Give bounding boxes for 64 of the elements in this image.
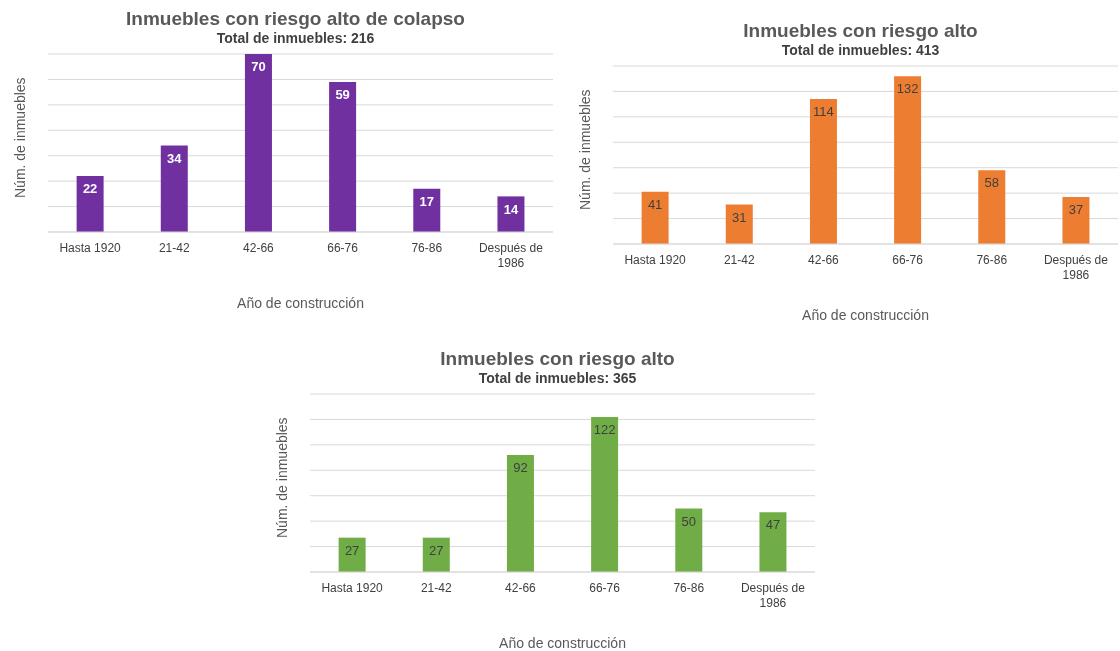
data-label: 14 bbox=[503, 201, 519, 217]
bar bbox=[978, 170, 1006, 244]
y-axis-title: Núm. de inmuebles bbox=[576, 89, 593, 210]
bar bbox=[675, 508, 703, 572]
x-tick-label: Después de 1986 bbox=[478, 241, 544, 270]
y-axis-title: Núm. de inmuebles bbox=[11, 77, 28, 198]
data-label: 27 bbox=[344, 542, 360, 558]
chart-subtitle: Total de inmuebles: 413 bbox=[780, 42, 941, 58]
x-axis-title: Año de construcción bbox=[802, 307, 929, 323]
data-label: 122 bbox=[593, 422, 616, 438]
x-tick-label: 76-86 bbox=[976, 253, 1008, 267]
data-label: 58 bbox=[984, 175, 1000, 191]
x-tick-label: 21-42 bbox=[723, 253, 755, 267]
data-label: 50 bbox=[681, 513, 697, 529]
chart-subtitle: Total de inmuebles: 365 bbox=[477, 370, 638, 386]
data-label: 59 bbox=[335, 87, 350, 103]
x-tick-label: 76-86 bbox=[673, 581, 705, 595]
chart-subtitle: Total de inmuebles: 216 bbox=[215, 30, 376, 46]
bar bbox=[725, 204, 753, 244]
x-tick-label: 21-42 bbox=[158, 241, 190, 255]
bar bbox=[641, 191, 669, 244]
bar bbox=[76, 176, 104, 232]
bar bbox=[506, 455, 534, 572]
x-tick-label: 42-66 bbox=[505, 581, 537, 595]
data-label: 47 bbox=[765, 517, 781, 533]
bar bbox=[244, 54, 272, 232]
data-label: 22 bbox=[82, 181, 98, 197]
bar bbox=[329, 81, 357, 232]
data-label: 34 bbox=[167, 150, 183, 166]
chart-title: Inmuebles con riesgo alto bbox=[439, 348, 676, 370]
bar bbox=[1062, 196, 1090, 244]
bar bbox=[160, 145, 188, 232]
bar bbox=[591, 416, 619, 572]
data-label: 27 bbox=[429, 542, 444, 558]
x-tick-label: Después de 1986 bbox=[1043, 253, 1109, 282]
chart-title: Inmuebles con riesgo alto bbox=[742, 20, 979, 42]
data-label: 132 bbox=[896, 81, 919, 97]
x-tick-label: 66-76 bbox=[892, 253, 924, 267]
data-label: 114 bbox=[813, 104, 834, 120]
bar bbox=[894, 76, 922, 244]
bar bbox=[497, 196, 525, 232]
data-label: 31 bbox=[732, 209, 747, 225]
data-label: 92 bbox=[513, 460, 528, 476]
data-label: 37 bbox=[1068, 202, 1084, 218]
y-axis-title: Núm. de inmuebles bbox=[273, 417, 290, 538]
data-label: 17 bbox=[419, 194, 435, 209]
bar bbox=[759, 512, 787, 572]
x-tick-label: 42-66 bbox=[808, 253, 840, 267]
data-label: 70 bbox=[251, 59, 266, 75]
x-tick-label: 66-76 bbox=[589, 581, 621, 595]
x-tick-label: Hasta 1920 bbox=[321, 581, 384, 595]
bar bbox=[809, 99, 837, 244]
chart-title: Inmuebles con riesgo alto de colapso bbox=[125, 8, 466, 30]
x-tick-label: 42-66 bbox=[243, 241, 275, 255]
x-tick-label: Después de 1986 bbox=[740, 581, 806, 610]
x-axis-title: Año de construcción bbox=[499, 635, 626, 651]
x-tick-label: 21-42 bbox=[420, 581, 452, 595]
x-axis-title: Año de construcción bbox=[237, 295, 364, 311]
data-label: 41 bbox=[647, 197, 663, 213]
x-tick-label: 76-86 bbox=[411, 241, 443, 255]
x-tick-label: Hasta 1920 bbox=[59, 241, 122, 255]
x-tick-label: 66-76 bbox=[327, 241, 359, 255]
bar bbox=[413, 188, 441, 232]
x-tick-label: Hasta 1920 bbox=[624, 253, 687, 267]
